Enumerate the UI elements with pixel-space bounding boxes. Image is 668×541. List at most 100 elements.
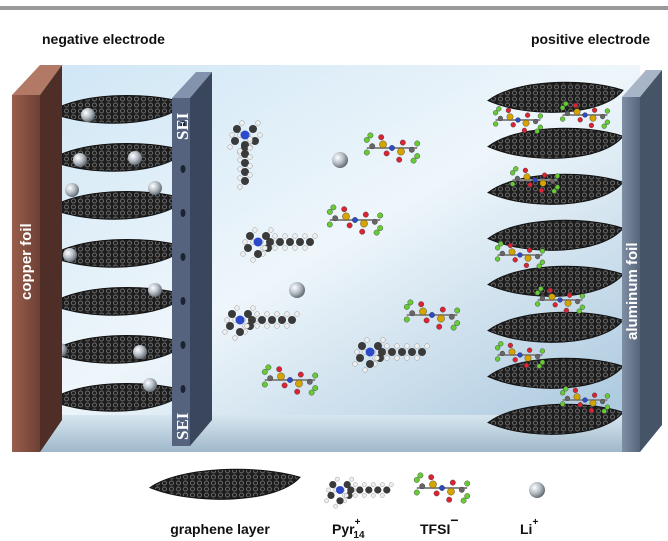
atom bbox=[536, 363, 542, 369]
atom bbox=[369, 143, 376, 150]
atom bbox=[377, 212, 384, 219]
legend-art bbox=[148, 468, 545, 500]
atom bbox=[241, 150, 249, 158]
atom bbox=[294, 311, 300, 317]
atom bbox=[534, 290, 541, 296]
atom bbox=[254, 250, 262, 258]
atom bbox=[418, 348, 426, 356]
atom bbox=[352, 217, 358, 223]
atom bbox=[557, 297, 563, 303]
atom bbox=[572, 387, 579, 394]
atom bbox=[255, 120, 261, 126]
atom bbox=[582, 112, 588, 118]
atom bbox=[363, 136, 370, 143]
atom bbox=[512, 357, 518, 363]
atom bbox=[414, 343, 420, 349]
atom bbox=[579, 304, 586, 310]
atom bbox=[389, 145, 395, 151]
atom bbox=[537, 124, 544, 130]
atom bbox=[306, 238, 314, 246]
atom bbox=[261, 368, 268, 375]
atom bbox=[286, 238, 294, 246]
atom bbox=[454, 307, 461, 314]
lithium-ion bbox=[63, 248, 77, 262]
atom bbox=[379, 140, 387, 149]
legend-label: TFSI− bbox=[420, 512, 459, 537]
atom bbox=[591, 392, 598, 398]
atom bbox=[495, 356, 501, 362]
lithium-ion bbox=[148, 283, 162, 297]
atom bbox=[343, 493, 349, 498]
atom bbox=[397, 147, 405, 156]
atom bbox=[251, 137, 259, 145]
atom bbox=[564, 299, 572, 307]
atom bbox=[249, 125, 257, 133]
atom bbox=[261, 381, 268, 388]
atom bbox=[517, 352, 523, 358]
atom bbox=[497, 115, 504, 122]
atom bbox=[515, 117, 521, 123]
atom bbox=[403, 316, 410, 323]
atom bbox=[302, 233, 308, 239]
atom bbox=[228, 310, 236, 318]
sei-label-top: SEI bbox=[173, 112, 192, 140]
atom bbox=[513, 166, 519, 172]
atom bbox=[523, 262, 530, 269]
atom bbox=[361, 493, 367, 498]
atom bbox=[433, 490, 440, 497]
atom bbox=[383, 150, 390, 157]
atom bbox=[404, 343, 410, 349]
atom bbox=[423, 317, 430, 324]
copper-top bbox=[12, 65, 62, 95]
atom bbox=[506, 113, 514, 121]
atom bbox=[399, 139, 406, 146]
right-header: positive electrode bbox=[531, 31, 650, 47]
atom bbox=[464, 480, 471, 487]
pore bbox=[180, 209, 186, 217]
atom bbox=[360, 219, 368, 228]
atom bbox=[365, 347, 375, 357]
atom bbox=[496, 106, 502, 112]
atom bbox=[294, 388, 301, 395]
atom bbox=[332, 215, 339, 222]
atom bbox=[394, 355, 400, 361]
atom bbox=[384, 355, 390, 361]
atom bbox=[404, 355, 410, 361]
atom bbox=[577, 117, 583, 123]
atom bbox=[517, 252, 523, 258]
atom bbox=[326, 208, 333, 215]
atom bbox=[437, 314, 445, 323]
atom bbox=[601, 408, 607, 414]
atom bbox=[356, 486, 364, 494]
atom bbox=[534, 128, 540, 134]
atom bbox=[532, 118, 539, 125]
atom bbox=[499, 350, 506, 357]
atom bbox=[414, 140, 421, 147]
atom bbox=[464, 493, 471, 499]
atom bbox=[272, 233, 278, 239]
atom bbox=[514, 175, 521, 182]
atom bbox=[414, 153, 421, 160]
atom bbox=[512, 257, 518, 263]
atom bbox=[495, 345, 501, 351]
legend-sup: + bbox=[532, 517, 538, 528]
atom bbox=[356, 354, 364, 362]
atom bbox=[366, 360, 374, 368]
legend-label: Li+ bbox=[520, 517, 538, 537]
atom bbox=[499, 250, 506, 257]
atom bbox=[450, 324, 457, 331]
atom bbox=[264, 323, 270, 329]
atom bbox=[429, 312, 435, 318]
atom bbox=[312, 385, 319, 391]
atom bbox=[449, 479, 456, 486]
legend-label: Pyr+ 14 bbox=[332, 517, 365, 541]
copper-label: copper foil bbox=[18, 223, 35, 300]
atom bbox=[241, 141, 249, 149]
atom bbox=[526, 347, 533, 353]
atom bbox=[359, 228, 366, 235]
atom bbox=[254, 311, 260, 317]
atom bbox=[262, 232, 270, 240]
atom bbox=[604, 404, 611, 410]
atom bbox=[312, 233, 318, 239]
top-rule bbox=[0, 6, 668, 10]
